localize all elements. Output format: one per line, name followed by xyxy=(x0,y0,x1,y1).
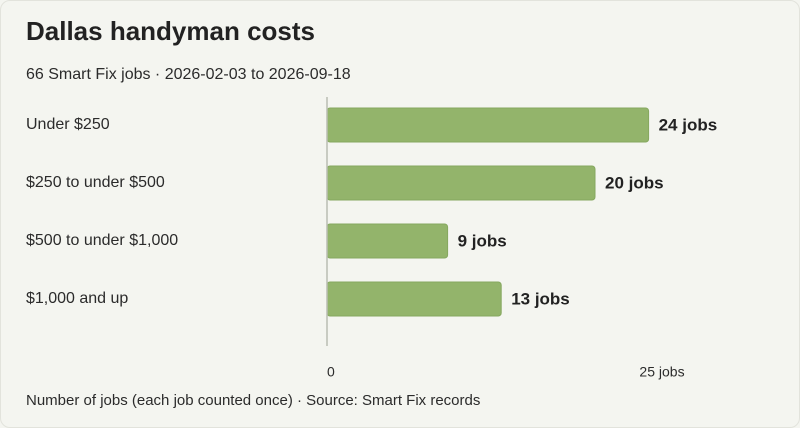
category-label: $500 to under $1,000 xyxy=(26,232,178,249)
chart-title: Dallas handyman costs xyxy=(26,16,315,46)
bar xyxy=(326,107,650,143)
bar-value-label: 20 jobs xyxy=(605,173,664,192)
bar-value-label: 13 jobs xyxy=(511,289,570,308)
bar xyxy=(326,165,596,201)
bar-value-label: 9 jobs xyxy=(458,231,507,250)
bar xyxy=(326,281,502,317)
bar xyxy=(326,223,449,259)
chart-footnote: Number of jobs (each job counted once) ·… xyxy=(26,392,481,409)
chart-subtitle: 66 Smart Fix jobs · 2026-02-03 to 2026-0… xyxy=(26,66,351,83)
x-tick-label: 25 jobs xyxy=(639,364,684,380)
category-label: Under $250 xyxy=(26,116,110,133)
category-label: $1,000 and up xyxy=(26,290,128,307)
category-label: $250 to under $500 xyxy=(26,174,165,191)
bar-value-label: 24 jobs xyxy=(659,115,718,134)
x-tick-label: 0 xyxy=(327,364,335,380)
